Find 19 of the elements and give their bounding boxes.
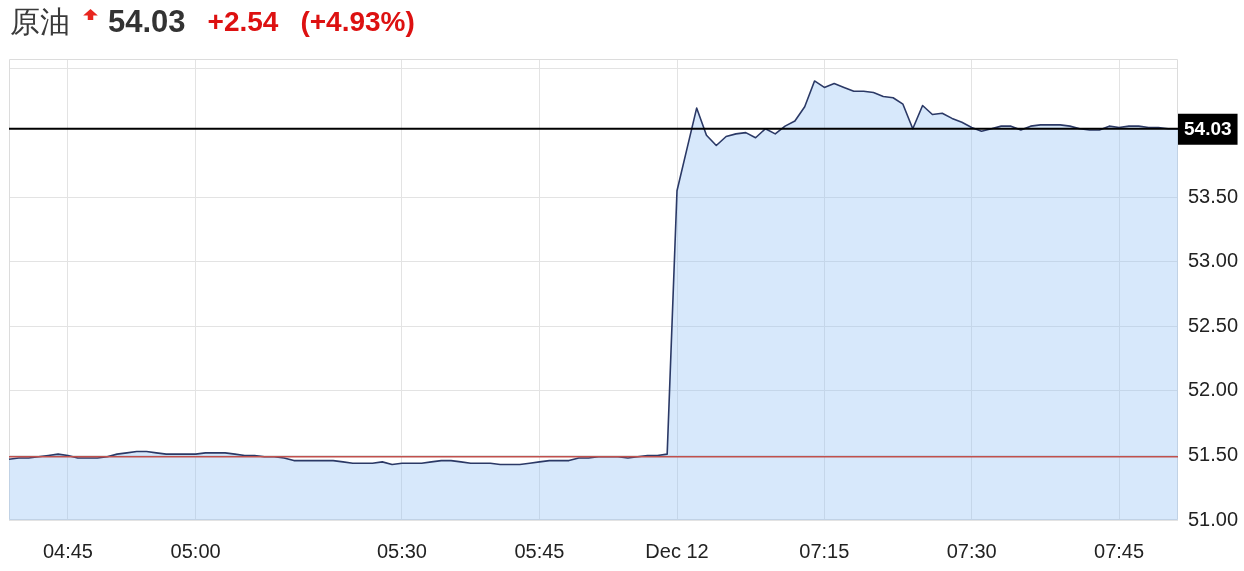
x-tick-label: 07:45 bbox=[1094, 539, 1145, 562]
y-tick-label: 51.50 bbox=[1188, 442, 1239, 465]
y-tick-label: 53.50 bbox=[1188, 184, 1239, 207]
y-tick-label: 51.00 bbox=[1188, 507, 1239, 530]
y-tick-label: 52.00 bbox=[1188, 378, 1239, 401]
y-tick-label: 52.50 bbox=[1188, 313, 1239, 336]
chart-title: 原油 bbox=[10, 3, 70, 40]
x-tick-label: 05:30 bbox=[376, 539, 427, 562]
ref-line-label: 54.03 bbox=[1184, 117, 1232, 139]
x-tick-label: 07:30 bbox=[946, 539, 997, 562]
y-tick-label: 53.00 bbox=[1188, 249, 1239, 272]
text: +2.54 bbox=[207, 6, 279, 38]
text: (+4.93%) bbox=[300, 6, 415, 38]
chart-subtitle: 54.03 bbox=[108, 4, 186, 40]
x-tick-label: Dec 12 bbox=[645, 539, 709, 562]
x-tick-label: 05:00 bbox=[170, 539, 221, 562]
x-tick-label: 07:15 bbox=[799, 539, 850, 562]
x-tick-label: 04:45 bbox=[42, 539, 93, 562]
x-tick-label: 05:45 bbox=[514, 539, 565, 562]
